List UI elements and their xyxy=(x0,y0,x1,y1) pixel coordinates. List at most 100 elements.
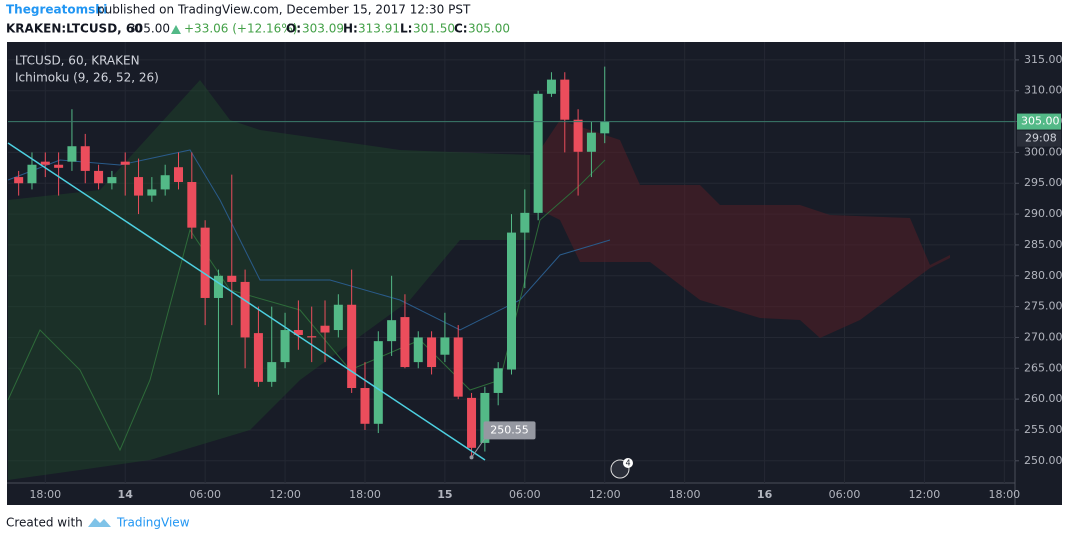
candle-body xyxy=(293,330,303,335)
y-tick-label: 285.00 xyxy=(1024,238,1063,251)
brand[interactable]: TradingView xyxy=(116,516,190,530)
candle-body xyxy=(440,337,450,355)
candle-body xyxy=(360,388,370,424)
symbol: KRAKEN:LTCUSD, 60 xyxy=(6,22,143,36)
open: 303.09 xyxy=(302,22,344,36)
x-tick-label: 12:00 xyxy=(909,488,941,501)
candles xyxy=(14,66,610,458)
candle-body xyxy=(173,167,183,183)
candle-body xyxy=(533,93,543,213)
x-tick-label: 12:00 xyxy=(589,488,621,501)
h-label: H: xyxy=(343,22,358,36)
candle-body xyxy=(67,146,77,162)
legend-indicator: Ichimoku (9, 26, 52, 26) xyxy=(15,71,159,85)
candle-body xyxy=(453,337,463,397)
candle-body xyxy=(160,175,170,190)
created-with: Created with xyxy=(6,516,83,530)
y-tick-label: 310.00 xyxy=(1024,84,1063,97)
y-tick-label: 295.00 xyxy=(1024,176,1063,189)
y-tick-label: 260.00 xyxy=(1024,392,1063,405)
author[interactable]: Thegreatomski xyxy=(6,3,107,17)
x-tick-label: 12:00 xyxy=(269,488,301,501)
price-tag-label: 305.00 xyxy=(1021,115,1060,128)
candle-body xyxy=(413,337,423,363)
candle-body xyxy=(54,164,64,168)
x-tick-label: 18:00 xyxy=(349,488,381,501)
y-tick-label: 275.00 xyxy=(1024,300,1063,313)
brand-logo xyxy=(88,518,111,527)
o-label: O: xyxy=(286,22,301,36)
y-tick-label: 270.00 xyxy=(1024,330,1063,343)
event-count: 4 xyxy=(625,459,630,468)
candle-body xyxy=(560,79,570,120)
x-tick-label: 06:00 xyxy=(509,488,541,501)
candle-body xyxy=(493,368,503,393)
candle-body xyxy=(467,397,477,448)
y-tick-label: 250.00 xyxy=(1024,454,1063,467)
candle-body xyxy=(107,177,117,184)
candle-body xyxy=(227,275,237,282)
candle-body xyxy=(546,79,556,94)
time-axis-background xyxy=(7,483,1062,505)
ichimoku-cloud-bear xyxy=(540,120,950,338)
last-price: 305.00 xyxy=(128,22,170,36)
candle-body xyxy=(307,336,317,338)
candle-body xyxy=(267,362,277,382)
y-tick-label: 300.00 xyxy=(1024,145,1063,158)
candle-body xyxy=(240,281,250,338)
ichimoku-base-line xyxy=(7,149,611,331)
candle-body xyxy=(94,170,104,184)
x-tick-label: 06:00 xyxy=(189,488,221,501)
low-label-dot xyxy=(469,455,474,460)
candle-body xyxy=(320,325,330,333)
y-tick-label: 290.00 xyxy=(1024,207,1063,220)
event-count-badge xyxy=(623,458,633,468)
candle-body xyxy=(427,337,437,368)
candle-body xyxy=(280,330,290,363)
candle-body xyxy=(520,212,530,233)
candle-body xyxy=(200,227,210,298)
candle-body xyxy=(14,177,24,184)
candle-body xyxy=(507,232,516,370)
x-tick-label: 18:00 xyxy=(988,488,1020,501)
low: 301.50 xyxy=(413,22,455,36)
y-tick-label: 265.00 xyxy=(1024,361,1063,374)
high: 313.91 xyxy=(358,22,400,36)
countdown-tag xyxy=(1017,130,1061,147)
change: +33.06 (+12.16%) xyxy=(184,22,297,36)
candle-body xyxy=(373,341,383,424)
x-tick-label: 06:00 xyxy=(829,488,861,501)
candle-body xyxy=(27,164,37,184)
y-tick-label: 280.00 xyxy=(1024,269,1063,282)
y-tick-label: 315.00 xyxy=(1024,53,1063,66)
close: 305.00 xyxy=(468,22,510,36)
x-tick-label: 14 xyxy=(118,488,134,501)
x-tick-label: 15 xyxy=(437,488,452,501)
x-tick-label: 18:00 xyxy=(669,488,701,501)
candle-body xyxy=(147,189,157,196)
x-tick-label: 18:00 xyxy=(29,488,61,501)
l-label: L: xyxy=(400,22,412,36)
candle-body xyxy=(400,317,410,368)
candle-body xyxy=(347,304,357,389)
y-tick-label: 255.00 xyxy=(1024,423,1063,436)
up-arrow xyxy=(171,25,181,34)
low-label-pointer xyxy=(471,437,486,458)
candle-body xyxy=(134,177,144,196)
candle-body xyxy=(573,119,583,152)
low-label-text: 250.55 xyxy=(490,423,529,436)
candle-body xyxy=(586,132,596,152)
candle-body xyxy=(40,161,50,165)
ichimoku-lagging-span xyxy=(7,159,606,452)
price-tag xyxy=(1017,113,1061,130)
candle-body xyxy=(187,182,197,228)
candle-body xyxy=(387,320,397,342)
candle-body xyxy=(253,333,263,382)
candle-body xyxy=(213,275,223,298)
candle-body xyxy=(120,161,130,165)
x-tick-label: 16 xyxy=(757,488,773,501)
candle-body xyxy=(333,304,343,331)
published: published on TradingView.com, December 1… xyxy=(97,3,471,17)
